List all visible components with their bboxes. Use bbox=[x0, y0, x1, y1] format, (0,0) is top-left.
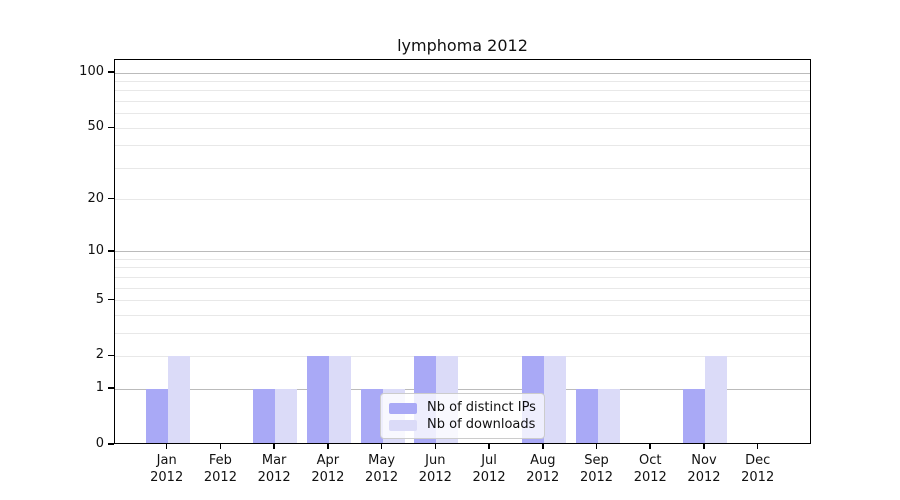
y-tick-2 bbox=[108, 354, 114, 357]
legend: Nb of distinct IPs Nb of downloads bbox=[380, 393, 545, 439]
x-tick-label-sep: Sep 2012 bbox=[579, 453, 614, 485]
bar-nb-of-downloads-aug bbox=[543, 356, 566, 444]
x-tick-label-oct: Oct 2012 bbox=[633, 453, 667, 485]
bar-nb-of-distinct-ips-jan bbox=[145, 389, 168, 444]
x-tick-oct bbox=[649, 444, 651, 449]
x-tick-jul bbox=[488, 444, 490, 449]
x-tick-jan bbox=[165, 444, 168, 449]
x-tick-dec bbox=[756, 444, 759, 449]
y-tick-label-20: 20 bbox=[87, 190, 104, 206]
downloads-swatch-icon bbox=[389, 419, 417, 431]
x-tick-sep bbox=[595, 444, 598, 449]
y-tick-label-0: 0 bbox=[95, 436, 104, 451]
x-tick-may bbox=[380, 444, 383, 449]
y-tick-10 bbox=[108, 250, 114, 252]
bar-nb-of-downloads-apr bbox=[328, 356, 351, 444]
gridline-major-1 bbox=[115, 388, 810, 390]
y-tick-20 bbox=[108, 197, 114, 200]
y-tick-label-100: 100 bbox=[79, 64, 104, 80]
x-tick-label-jun: Jun 2012 bbox=[418, 453, 452, 485]
bar-nb-of-distinct-ips-mar bbox=[253, 389, 276, 444]
y-tick-1 bbox=[108, 387, 114, 389]
x-tick-jun bbox=[434, 444, 437, 449]
x-tick-label-mar: Mar 2012 bbox=[257, 453, 291, 485]
legend-item-distinct-ips: Nb of distinct IPs bbox=[389, 400, 536, 416]
gridline-minor-5 bbox=[115, 300, 810, 302]
gridline-minor-60 bbox=[115, 113, 810, 115]
gridline-minor-90 bbox=[115, 81, 810, 83]
x-tick-label-dec: Dec 2012 bbox=[741, 453, 775, 485]
gridline-minor-40 bbox=[115, 145, 810, 147]
gridline-minor-20 bbox=[115, 199, 810, 201]
gridline-minor-8 bbox=[115, 267, 810, 269]
gridline-minor-30 bbox=[115, 167, 810, 169]
y-tick-5 bbox=[108, 298, 114, 301]
legend-label-distinct-ips: Nb of distinct IPs bbox=[427, 400, 536, 415]
gridline-minor-4 bbox=[115, 314, 810, 316]
bar-nb-of-distinct-ips-sep bbox=[575, 389, 598, 444]
x-tick-apr bbox=[327, 444, 329, 449]
y-tick-50 bbox=[108, 126, 114, 128]
y-tick-label-10: 10 bbox=[87, 242, 104, 258]
x-tick-mar bbox=[273, 444, 275, 449]
x-tick-aug bbox=[542, 444, 544, 449]
y-tick-label-1: 1 bbox=[95, 380, 104, 396]
distinct-ips-swatch-icon bbox=[389, 402, 417, 414]
gridline-minor-50 bbox=[115, 127, 810, 129]
x-tick-label-aug: Aug 2012 bbox=[526, 453, 560, 485]
bar-nb-of-downloads-sep bbox=[597, 389, 620, 444]
bar-nb-of-distinct-ips-apr bbox=[306, 356, 329, 444]
plot-area: Nb of distinct IPs Nb of downloads bbox=[114, 59, 811, 444]
gridline-major-100 bbox=[115, 72, 810, 74]
x-tick-label-feb: Feb 2012 bbox=[203, 453, 237, 485]
y-tick-label-50: 50 bbox=[87, 119, 104, 135]
legend-item-downloads: Nb of downloads bbox=[389, 417, 536, 433]
legend-label-downloads: Nb of downloads bbox=[427, 417, 536, 432]
gridline-minor-3 bbox=[115, 332, 810, 334]
x-tick-label-may: May 2012 bbox=[365, 453, 399, 485]
x-tick-label-jan: Jan 2012 bbox=[150, 453, 184, 485]
x-tick-nov bbox=[703, 444, 705, 449]
x-tick-label-nov: Nov 2012 bbox=[687, 453, 721, 485]
gridline-minor-7 bbox=[115, 276, 810, 278]
bar-nb-of-distinct-ips-may bbox=[360, 389, 383, 444]
gridline-major-10 bbox=[115, 251, 810, 253]
y-tick-100 bbox=[108, 71, 114, 73]
gridline-minor-6 bbox=[115, 287, 810, 289]
bar-nb-of-downloads-nov bbox=[704, 356, 727, 444]
y-tick-0 bbox=[108, 443, 114, 445]
gridline-minor-9 bbox=[115, 259, 810, 260]
x-tick-label-apr: Apr 2012 bbox=[311, 453, 345, 485]
bar-nb-of-downloads-mar bbox=[275, 389, 298, 444]
gridline-minor-80 bbox=[115, 90, 810, 92]
y-tick-label-5: 5 bbox=[95, 291, 104, 307]
gridline-minor-2 bbox=[115, 355, 810, 357]
y-tick-label-2: 2 bbox=[95, 347, 104, 363]
chart-title: lymphoma 2012 bbox=[397, 36, 528, 55]
x-tick-feb bbox=[219, 444, 222, 449]
x-tick-label-jul: Jul 2012 bbox=[472, 453, 506, 485]
bar-nb-of-distinct-ips-nov bbox=[682, 389, 705, 444]
bar-nb-of-downloads-jan bbox=[167, 356, 190, 444]
gridline-minor-70 bbox=[115, 101, 810, 103]
